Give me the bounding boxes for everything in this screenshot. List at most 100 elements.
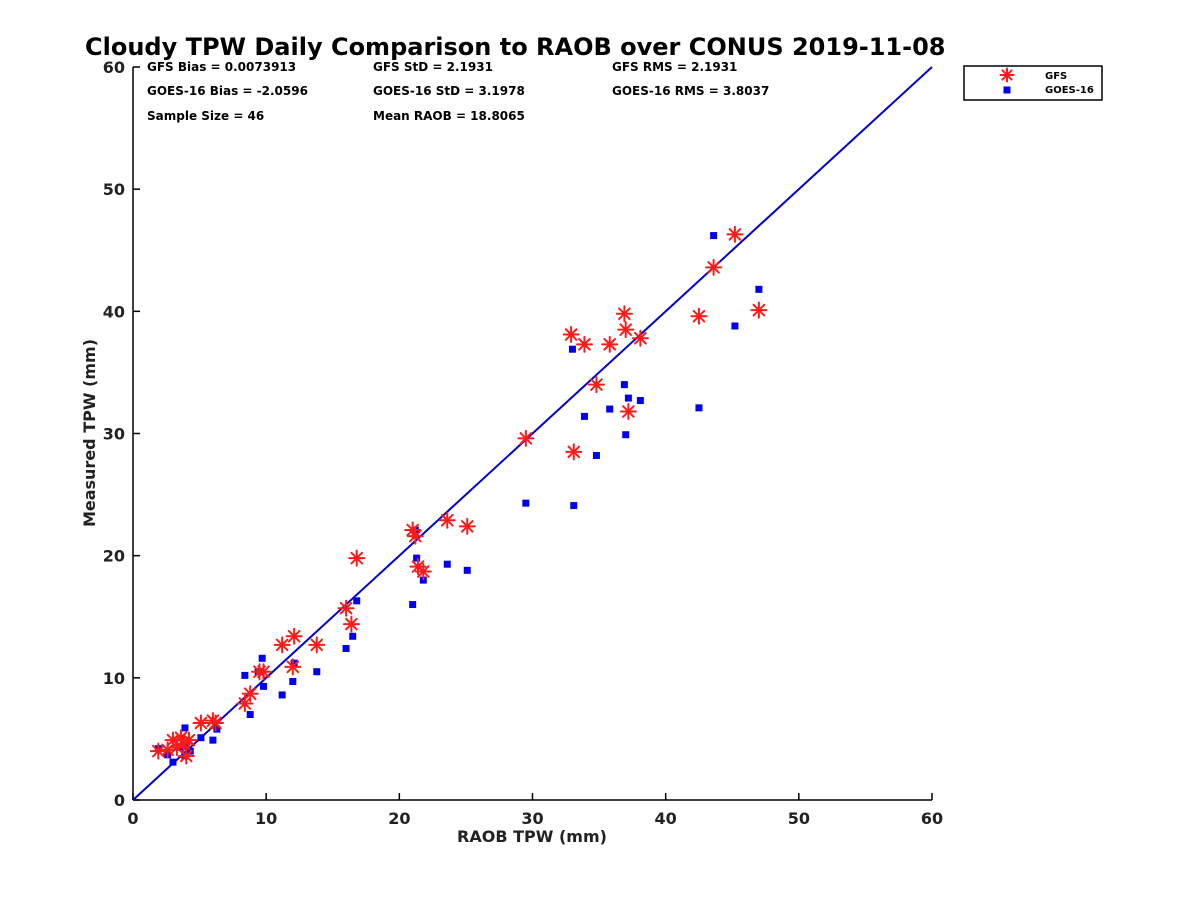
gfs-point xyxy=(337,599,355,617)
goes16-point xyxy=(409,601,417,609)
gfs-point xyxy=(619,403,637,421)
stat-sample-size: Sample Size = 46 xyxy=(147,109,264,123)
gfs-point xyxy=(284,658,302,676)
goes16-point xyxy=(624,394,632,402)
x-axis-label: RAOB TPW (mm) xyxy=(457,827,607,846)
legend-gfs-marker xyxy=(999,67,1015,83)
goes16-point xyxy=(622,431,630,439)
goes16-point xyxy=(731,322,739,330)
goes16-point xyxy=(278,691,286,699)
stat-gfs-bias: GFS Bias = 0.0073913 xyxy=(147,60,296,74)
goes16-point xyxy=(419,576,427,584)
gfs-point xyxy=(705,258,723,276)
gfs-point xyxy=(517,429,535,447)
y-tick-label: 60 xyxy=(103,58,125,77)
y-tick-label: 0 xyxy=(114,791,125,810)
gfs-point xyxy=(617,321,635,339)
x-tick-label: 0 xyxy=(127,809,138,828)
gfs-point xyxy=(438,511,456,529)
gfs-point xyxy=(180,731,198,749)
goes16-point xyxy=(570,502,578,510)
legend-goes16-label: GOES-16 xyxy=(1045,85,1094,96)
goes16-point xyxy=(313,668,321,676)
x-tick-label: 50 xyxy=(788,809,810,828)
goes16-point xyxy=(246,710,254,718)
gfs-point xyxy=(342,615,360,633)
gfs-point xyxy=(285,627,303,645)
series-goes16 xyxy=(154,232,763,766)
goes16-point xyxy=(755,285,763,293)
gfs-point xyxy=(999,67,1015,83)
gfs-point xyxy=(255,663,273,681)
goes16-point xyxy=(241,671,249,679)
goes16-point xyxy=(568,345,576,353)
gfs-point xyxy=(615,305,633,323)
legend: GFS GOES-16 xyxy=(963,65,1103,101)
gfs-point xyxy=(587,376,605,394)
gfs-point xyxy=(565,443,583,461)
goes16-point xyxy=(197,734,205,742)
y-tick-label: 30 xyxy=(103,425,125,444)
y-tick-label: 40 xyxy=(103,302,125,321)
gfs-point xyxy=(690,307,708,325)
goes16-point xyxy=(606,405,614,413)
gfs-point xyxy=(726,225,744,243)
chart-title: Cloudy TPW Daily Comparison to RAOB over… xyxy=(85,33,945,61)
goes16-point xyxy=(443,560,451,568)
y-tick-label: 20 xyxy=(103,547,125,566)
goes16-point xyxy=(695,404,703,412)
y-tick-label: 10 xyxy=(103,669,125,688)
gfs-point xyxy=(631,329,649,347)
goes16-point xyxy=(413,554,421,562)
gfs-point xyxy=(207,714,225,732)
gfs-point xyxy=(192,714,210,732)
gfs-point xyxy=(149,742,167,760)
goes16-point xyxy=(209,736,217,744)
series-gfs xyxy=(149,225,768,765)
goes16-point xyxy=(290,659,298,667)
gfs-point xyxy=(308,636,326,654)
goes16-point xyxy=(463,566,471,574)
goes16-point xyxy=(620,381,628,389)
goes16-point xyxy=(353,597,361,605)
legend-gfs-label: GFS xyxy=(1045,71,1067,82)
x-tick-label: 40 xyxy=(655,809,677,828)
x-axis-ticks: 0 10 20 30 40 50 60 xyxy=(127,793,943,828)
x-tick-label: 10 xyxy=(255,809,277,828)
goes16-point xyxy=(181,724,189,732)
stat-gfs-std: GFS StD = 2.1931 xyxy=(373,60,493,74)
one-to-one-reference-line xyxy=(132,66,933,801)
stats-block: GFS Bias = 0.0073913 GFS StD = 2.1931 GF… xyxy=(147,60,769,123)
gfs-point xyxy=(273,636,291,654)
stat-goes16-bias: GOES-16 Bias = -2.0596 xyxy=(147,84,308,98)
gfs-point xyxy=(177,747,195,765)
goes16-point xyxy=(260,682,268,690)
goes16-point xyxy=(710,232,718,240)
x-tick-label: 60 xyxy=(921,809,943,828)
goes16-point xyxy=(580,412,588,420)
goes16-point xyxy=(169,758,177,766)
gfs-point xyxy=(750,301,768,319)
gfs-point xyxy=(458,517,476,535)
goes16-point xyxy=(592,451,600,459)
goes16-point xyxy=(636,397,644,405)
stat-mean-raob: Mean RAOB = 18.8065 xyxy=(373,109,525,123)
gfs-point xyxy=(562,326,580,344)
gfs-point xyxy=(241,685,259,703)
goes16-point xyxy=(289,677,297,685)
legend-box xyxy=(963,65,1103,101)
stat-goes16-std: GOES-16 StD = 3.1978 xyxy=(373,84,525,98)
y-axis-label: Measured TPW (mm) xyxy=(80,339,99,527)
legend-goes16-square xyxy=(1003,86,1011,94)
stat-goes16-rms: GOES-16 RMS = 3.8037 xyxy=(612,84,769,98)
goes16-point xyxy=(349,632,357,640)
goes16-point xyxy=(258,654,266,662)
x-tick-label: 20 xyxy=(388,809,410,828)
gfs-point xyxy=(406,527,424,545)
x-tick-label: 30 xyxy=(521,809,543,828)
gfs-point xyxy=(414,563,432,581)
gfs-point xyxy=(601,335,619,353)
goes16-point xyxy=(213,725,221,733)
y-tick-label: 50 xyxy=(103,180,125,199)
